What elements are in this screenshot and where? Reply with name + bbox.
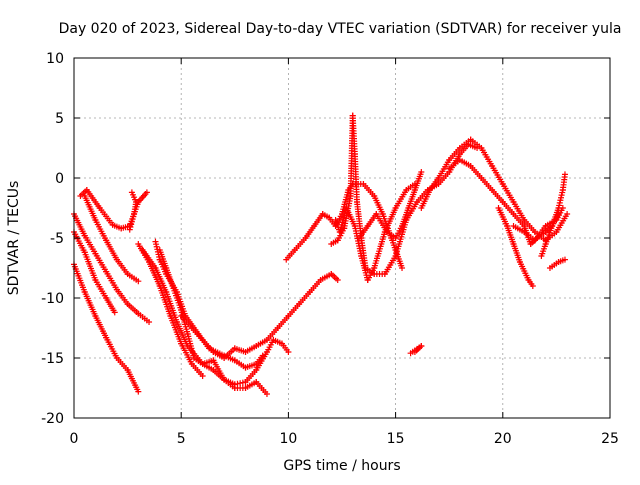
data-point: [561, 256, 568, 263]
series-arc-5b: [126, 189, 140, 233]
x-tick-label: 10: [279, 431, 297, 447]
y-tick-label: -10: [41, 291, 64, 307]
series-arc-16: [418, 136, 571, 244]
y-axis-label: SDTVAR / TECUs: [6, 181, 22, 296]
series-arc-20: [546, 256, 568, 271]
x-tick-label: 25: [601, 431, 619, 447]
data-point: [407, 350, 414, 357]
series-arc-10: [178, 271, 341, 361]
data-point: [399, 265, 406, 271]
data-point: [146, 319, 153, 325]
series-arc-1: [71, 261, 142, 395]
data-point: [334, 277, 341, 283]
data-point: [564, 211, 571, 217]
data-point: [135, 388, 142, 395]
y-tick-label: 0: [55, 171, 64, 187]
series-arc-4: [81, 193, 142, 285]
y-tick-label: -20: [41, 411, 64, 427]
x-axis-label: GPS time / hours: [283, 458, 400, 474]
data-point: [285, 349, 292, 355]
series-arc-18: [495, 205, 536, 289]
data-point: [199, 373, 206, 379]
tick-layer: 0 5 10 15 20 25 -20 -15 -10 -5 0 5 10: [41, 51, 619, 447]
data-point: [529, 283, 536, 289]
data-point: [143, 189, 150, 196]
y-tick-label: -15: [41, 351, 64, 367]
data-point: [111, 309, 118, 316]
data-point: [418, 169, 425, 175]
y-tick-label: -5: [50, 231, 64, 247]
data-point: [259, 352, 266, 359]
x-tick-label: 0: [70, 431, 79, 447]
x-tick-label: 20: [494, 431, 512, 447]
x-tick-label: 15: [387, 431, 405, 447]
chart-title: Day 020 of 2023, Sidereal Day-to-day VTE…: [59, 21, 622, 37]
data-point: [263, 391, 270, 397]
series-arc-21: [510, 205, 566, 244]
series-arc-3: [71, 211, 153, 325]
series-arc-15: [407, 343, 425, 357]
data-point: [561, 171, 568, 178]
x-tick-label: 5: [177, 431, 186, 447]
data-point: [559, 205, 566, 211]
series-arc-14: [356, 169, 425, 241]
data-point: [128, 189, 135, 196]
series-arc-9: [156, 247, 270, 397]
y-tick-label: 5: [55, 111, 64, 127]
data-point: [135, 278, 142, 285]
y-tick-label: 10: [46, 51, 64, 67]
